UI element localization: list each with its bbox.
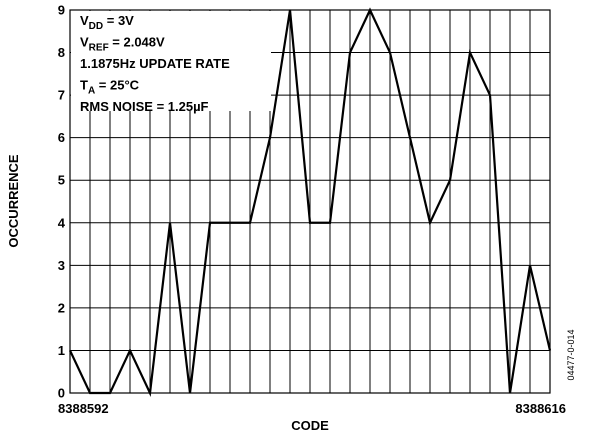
y-tick-label: 4: [58, 215, 66, 230]
y-tick-label: 6: [58, 130, 65, 145]
data-point: [529, 264, 531, 266]
data-point: [409, 137, 411, 139]
annotation-line: VREF = 2.048V: [80, 35, 165, 54]
data-point: [369, 9, 371, 11]
annotation-block: VDD = 3V VREF = 2.048V 1.1875Hz UPDATE RAT…: [80, 13, 230, 114]
y-tick-label: 5: [58, 173, 65, 188]
data-point: [349, 51, 351, 54]
x-axis-title: CODE: [291, 418, 329, 433]
data-point: [229, 222, 231, 224]
data-point: [549, 349, 551, 352]
data-point: [309, 222, 311, 224]
data-point: [269, 137, 271, 139]
data-point: [169, 222, 171, 224]
data-point: [109, 392, 111, 394]
data-point: [489, 94, 491, 96]
annotation-line: 1.1875Hz UPDATE RATE: [80, 56, 230, 71]
y-axis-title: OCCURRENCE: [6, 154, 21, 248]
data-point: [209, 222, 211, 224]
plot-frame: [69, 9, 551, 394]
data-point: [469, 51, 471, 54]
data-point: [449, 179, 451, 181]
data-point: [69, 349, 71, 352]
data-point: [89, 392, 91, 394]
data-point: [429, 222, 431, 224]
data-point: [329, 222, 331, 224]
data-point: [129, 349, 131, 352]
y-tick-label: 3: [58, 258, 65, 273]
x-tick-label: 8388616: [515, 401, 566, 416]
annotation-line: RMS NOISE = 1.25µF: [80, 99, 209, 114]
annotation-line: VDD = 3V: [80, 13, 134, 32]
y-tick-label: 1: [58, 343, 65, 358]
series-group: [69, 7, 552, 397]
x-tick-labels: 8388592 8388616: [58, 401, 566, 416]
data-point: [249, 222, 251, 224]
data-point: [509, 392, 511, 394]
y-tick-label: 0: [58, 386, 65, 401]
y-tick-label: 7: [58, 88, 65, 103]
data-point: [189, 392, 191, 394]
x-tick-label: 8388592: [58, 401, 109, 416]
y-tick-label: 8: [58, 45, 65, 60]
y-tick-labels: 0 1 2 3 4 5 6 7 8 9: [58, 3, 66, 401]
figure-id: 04477-0-014: [566, 329, 576, 380]
annotation-line: TA = 25°C: [80, 78, 140, 97]
y-tick-label: 2: [58, 300, 65, 315]
data-point: [289, 9, 291, 11]
annotation-box-bg: [71, 11, 271, 111]
data-point: [149, 392, 151, 394]
y-tick-label: 9: [58, 3, 65, 18]
data-point: [389, 51, 391, 54]
